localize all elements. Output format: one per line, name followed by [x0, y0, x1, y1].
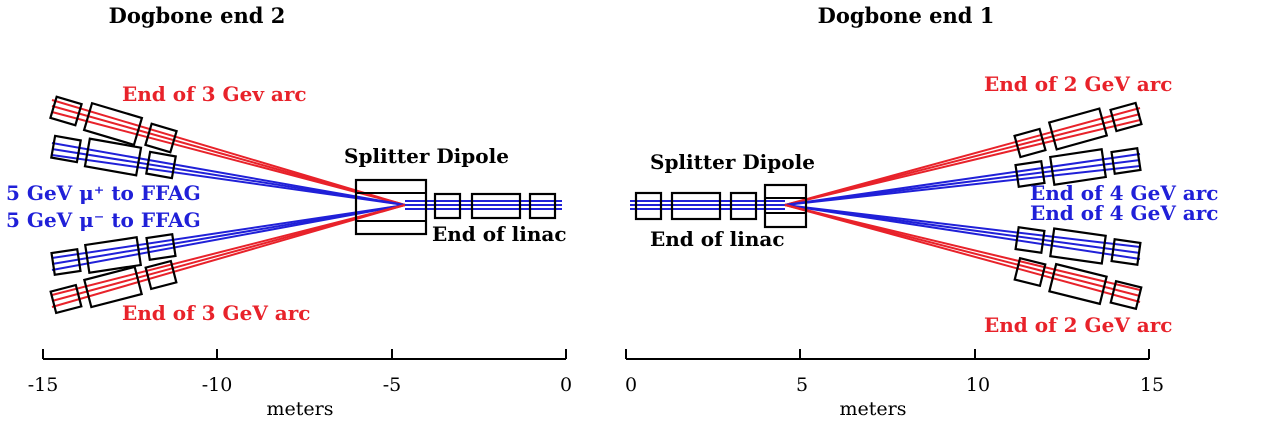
- label-end-of-linac-left: End of linac: [432, 222, 567, 246]
- tick-label: -10: [202, 374, 233, 396]
- panel-title-end-2: Dogbone end 2: [109, 3, 286, 28]
- magnets-arc-3gev-bottom: [49, 259, 178, 315]
- beam-arc-3gev-top: [51, 99, 406, 206]
- label-ffag-minus: 5 GeV μ⁻ to FFAG: [6, 208, 201, 232]
- beam-arc-3gev-bottom: [51, 204, 406, 308]
- linac-magnets-right: [634, 191, 758, 221]
- tick-label: 0: [625, 374, 637, 396]
- magnets-arc-4gev-bottom: [1014, 226, 1142, 266]
- label-splitter-dipole-right: Splitter Dipole: [650, 150, 815, 174]
- beam-arc-2gev-bottom: [784, 204, 1141, 303]
- label-arc-3gev-top: End of 3 Gev arc: [122, 82, 307, 106]
- label-arc-3gev-bottom: End of 3 GeV arc: [122, 301, 310, 325]
- tick-label: -5: [383, 374, 402, 396]
- tick-label: 10: [966, 374, 990, 396]
- beam-ffag-plus: [51, 142, 406, 206]
- magnets-ffag-plus: [50, 134, 177, 180]
- tick-label: 0: [560, 374, 572, 396]
- axis-end-2: -15 -10 -5 0 meters: [28, 349, 572, 420]
- label-arc-2gev-bottom: End of 2 GeV arc: [984, 313, 1172, 337]
- linac-magnets-left: [433, 192, 557, 220]
- label-end-of-linac-right: End of linac: [650, 227, 785, 251]
- label-arc-2gev-top: End of 2 GeV arc: [984, 72, 1172, 96]
- label-arc-4gev-b: End of 4 GeV arc: [1030, 201, 1218, 225]
- beam-arc-4gev-bottom: [784, 204, 1141, 260]
- tick-label: 5: [796, 374, 808, 396]
- beam-linac-left: [405, 200, 562, 210]
- magnets-arc-3gev-top: [49, 95, 178, 154]
- beam-arc-4gev-top: [784, 153, 1141, 206]
- axis-end-1: 0 5 10 15 meters: [625, 349, 1164, 420]
- tick-label: -15: [28, 374, 59, 396]
- splitter-dipole-left: [354, 178, 428, 236]
- label-splitter-dipole-left: Splitter Dipole: [344, 144, 509, 168]
- label-arc-4gev-a: End of 4 GeV arc: [1030, 181, 1218, 205]
- beam-arc-2gev-top: [784, 107, 1141, 206]
- tick-label: 15: [1140, 374, 1164, 396]
- beam-linac-right: [630, 200, 785, 210]
- panel-dogbone-end-1: Dogbone end 1: [625, 3, 1219, 420]
- axis-label-end-1: meters: [840, 398, 907, 420]
- magnets-arc-2gev-bottom: [1013, 256, 1143, 311]
- beam-ffag-minus: [51, 204, 406, 271]
- magnets-arc-4gev-top: [1014, 146, 1142, 189]
- splitter-dipole-right: [763, 183, 808, 229]
- label-ffag-plus: 5 GeV μ⁺ to FFAG: [6, 181, 201, 205]
- panel-title-end-1: Dogbone end 1: [818, 3, 995, 28]
- magnets-ffag-minus: [50, 232, 177, 277]
- magnets-arc-2gev-top: [1013, 101, 1143, 159]
- axis-label-end-2: meters: [267, 398, 334, 420]
- panel-dogbone-end-2: Dogbone end 2: [6, 3, 572, 420]
